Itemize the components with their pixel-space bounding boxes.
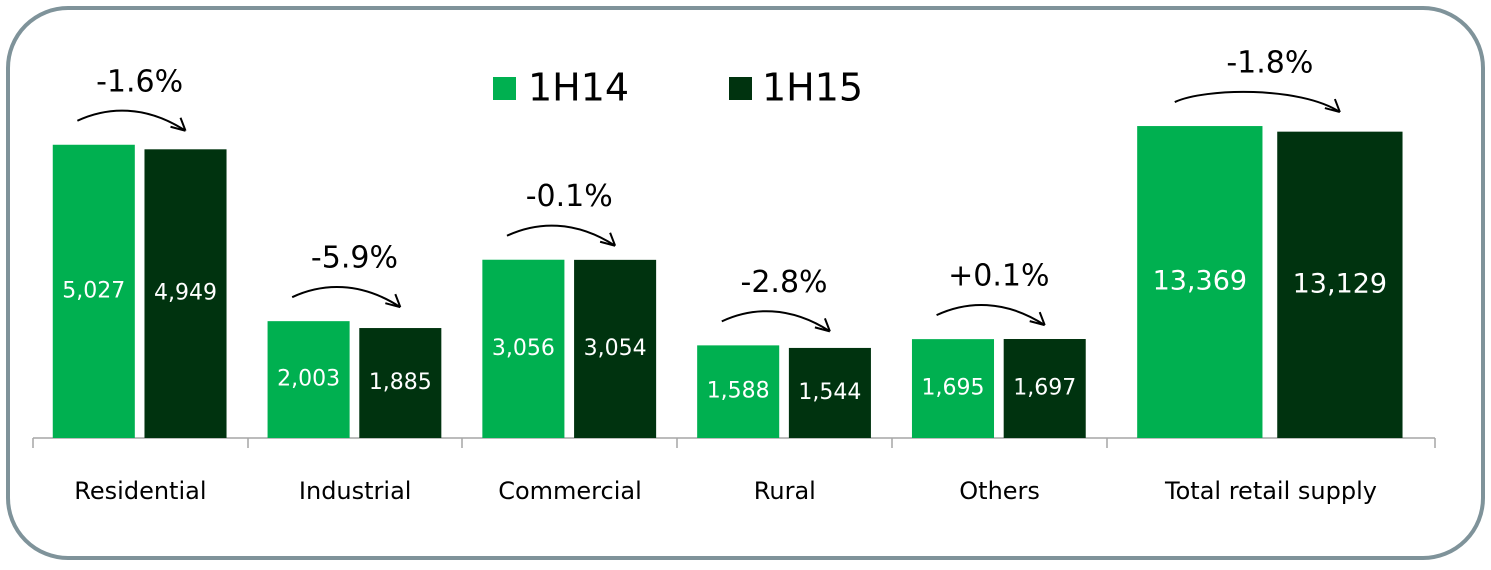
x-tick-label: Others <box>959 477 1040 505</box>
value-label: 3,054 <box>584 336 647 361</box>
bar <box>697 345 780 438</box>
change-arrow <box>936 303 1046 327</box>
bar <box>1277 131 1403 438</box>
change-annotation: -1.6% <box>96 64 183 99</box>
legend-label: 1H14 <box>528 66 629 110</box>
change-annotation: -1.8% <box>1226 46 1313 81</box>
x-tick-label: Residential <box>74 477 206 505</box>
x-tick-label: Rural <box>754 477 816 505</box>
change-arrow <box>291 286 402 309</box>
value-label: 5,027 <box>62 278 125 303</box>
change-annotation: -2.8% <box>741 265 828 300</box>
bar <box>482 259 565 438</box>
bar <box>359 328 442 438</box>
bar <box>1003 339 1086 438</box>
value-label: 1,588 <box>707 379 770 404</box>
legend-swatch <box>493 77 516 100</box>
category-dividers <box>32 438 1436 448</box>
change-annotation: -0.1% <box>526 179 613 214</box>
value-label: 3,056 <box>492 336 555 361</box>
bar <box>788 347 871 438</box>
change-annotation: -5.9% <box>311 241 398 276</box>
value-label: 1,544 <box>798 380 861 405</box>
x-tick-label: Total retail supply <box>1164 477 1377 505</box>
bar <box>911 339 995 438</box>
value-label: 1,885 <box>369 370 432 395</box>
value-label: 2,003 <box>277 367 340 392</box>
legend-swatch <box>729 77 752 100</box>
legend-label: 1H15 <box>762 66 863 110</box>
value-label: 4,949 <box>154 281 217 306</box>
change-arrow <box>506 224 617 247</box>
bar <box>1137 126 1263 438</box>
x-tick-label: Commercial <box>498 477 642 505</box>
change-arrow <box>1174 90 1341 114</box>
change-arrow <box>76 109 187 132</box>
change-arrow <box>721 310 831 333</box>
bar <box>52 144 135 438</box>
change-annotation: +0.1% <box>948 259 1049 294</box>
bar <box>574 259 657 438</box>
value-label: 1,697 <box>1013 376 1076 401</box>
bar <box>144 149 227 438</box>
value-label: 13,369 <box>1153 266 1247 297</box>
x-tick-label: Industrial <box>299 477 412 505</box>
value-label: 13,129 <box>1293 268 1387 299</box>
legend: 1H14 1H15 <box>493 66 863 110</box>
bar <box>267 321 350 438</box>
value-label: 1,695 <box>921 376 984 401</box>
